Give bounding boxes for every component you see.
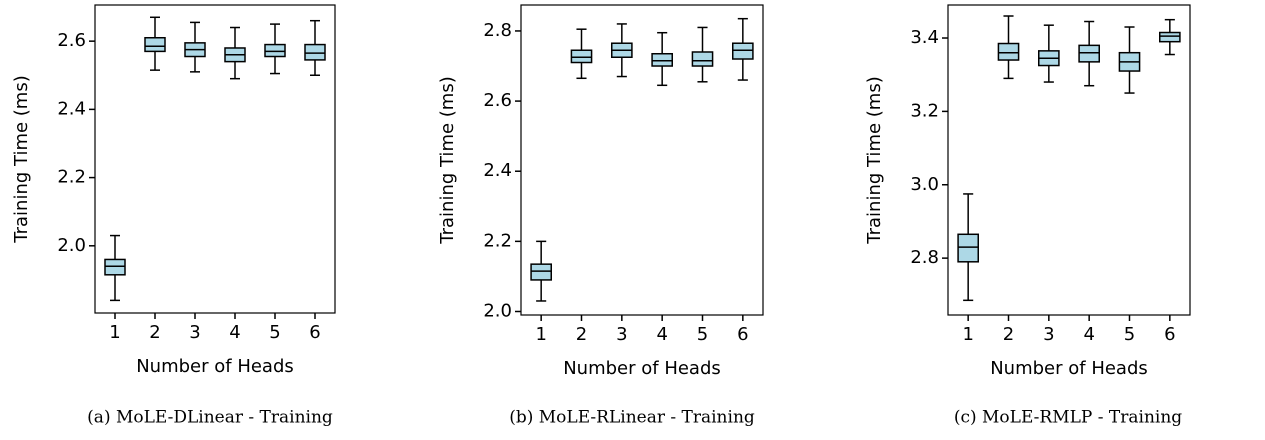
box	[104, 258, 126, 276]
plot-frame	[947, 4, 1191, 316]
x-tick-label: 5	[697, 324, 708, 345]
x-tick-label: 6	[1164, 324, 1175, 345]
x-tick-label: 5	[1124, 324, 1135, 345]
plot-frame	[94, 4, 336, 314]
y-tick-label: 2.6	[57, 30, 86, 51]
box	[570, 49, 593, 64]
box	[732, 42, 754, 60]
y-tick-label: 2.8	[483, 20, 512, 41]
caption: (b) MoLE-RLinear - Training	[509, 408, 755, 428]
y-tick-label: 3.4	[910, 27, 939, 48]
x-tick-label: 2	[1003, 324, 1014, 345]
y-tick-label: 3.2	[910, 100, 939, 121]
x-tick-label: 1	[109, 322, 120, 343]
box	[304, 43, 326, 61]
y-tick-label: 2.0	[483, 300, 512, 321]
plot-frame	[520, 4, 764, 316]
x-tick-label: 6	[309, 322, 320, 343]
y-axis-label: Training Time (ms)	[11, 75, 32, 243]
box	[264, 43, 286, 58]
x-tick-label: 1	[535, 324, 546, 345]
caption: (c) MoLE-RMLP - Training	[954, 408, 1182, 428]
x-tick-label: 4	[1083, 324, 1094, 345]
y-tick-label: 3.0	[910, 174, 939, 195]
x-axis-label: Number of Heads	[990, 358, 1148, 379]
x-tick-label: 2	[576, 324, 587, 345]
x-tick-label: 6	[737, 324, 748, 345]
x-tick-label: 3	[1043, 324, 1054, 345]
y-tick-label: 2.6	[483, 90, 512, 111]
y-tick-label: 2.4	[483, 160, 512, 181]
y-tick-label: 2.2	[483, 230, 512, 251]
y-tick-label: 2.4	[57, 98, 86, 119]
box	[957, 233, 979, 263]
caption: (a) MoLE-DLinear - Training	[87, 408, 333, 428]
x-axis-label: Number of Heads	[563, 358, 721, 379]
x-axis-label: Number of Heads	[136, 356, 294, 377]
box	[691, 51, 714, 67]
box	[1078, 44, 1101, 63]
y-tick-label: 2.2	[57, 167, 86, 188]
x-tick-label: 2	[149, 322, 160, 343]
x-tick-label: 3	[616, 324, 627, 345]
y-axis-label: Training Time (ms)	[864, 76, 885, 244]
y-tick-label: 2.8	[910, 247, 939, 268]
box	[1159, 31, 1181, 43]
y-tick-label: 2.0	[57, 235, 86, 256]
y-axis-label: Training Time (ms)	[437, 76, 458, 244]
x-tick-label: 3	[189, 322, 200, 343]
x-tick-label: 1	[962, 324, 973, 345]
box	[997, 42, 1020, 61]
box	[144, 36, 166, 53]
x-tick-label: 4	[656, 324, 667, 345]
box	[530, 263, 552, 281]
x-tick-label: 4	[229, 322, 240, 343]
x-tick-label: 5	[269, 322, 280, 343]
box	[651, 52, 673, 67]
